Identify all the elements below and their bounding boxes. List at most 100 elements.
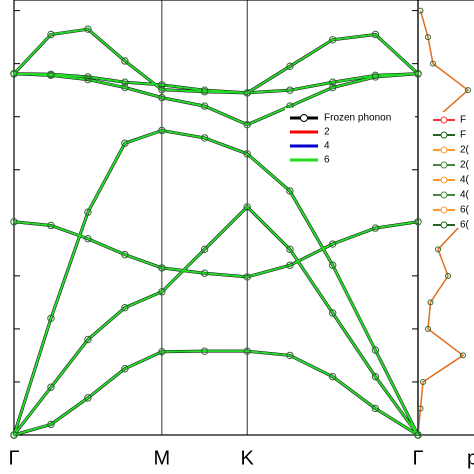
branch-marker bbox=[47, 30, 55, 39]
branch-marker bbox=[84, 335, 92, 344]
branch-line bbox=[12, 204, 420, 436]
branch-line bbox=[13, 205, 419, 436]
dos-legend-label: 4( bbox=[460, 175, 470, 186]
branch-line bbox=[13, 350, 419, 436]
branch-marker bbox=[286, 62, 294, 71]
branch-marker bbox=[200, 134, 209, 142]
dos-marker bbox=[465, 87, 471, 94]
branch-marker bbox=[371, 71, 380, 80]
branch-marker bbox=[158, 126, 166, 135]
branch-marker bbox=[200, 102, 209, 110]
branch-marker bbox=[84, 73, 92, 81]
branch-marker bbox=[286, 261, 294, 269]
branch-marker bbox=[328, 372, 337, 381]
branch-marker bbox=[243, 89, 251, 97]
branch-marker bbox=[121, 57, 129, 65]
dos-legend bbox=[430, 112, 474, 228]
branch-marker bbox=[121, 83, 129, 92]
branch-marker bbox=[47, 383, 55, 391]
dos-marker bbox=[420, 378, 426, 385]
x-tick-label: K bbox=[241, 447, 255, 469]
branch-marker bbox=[158, 81, 166, 89]
plot-frame bbox=[13, 0, 419, 436]
dos-x-label: p bbox=[467, 447, 474, 469]
dos-marker bbox=[419, 405, 424, 412]
dos-legend-marker bbox=[440, 131, 448, 139]
branch-marker bbox=[158, 288, 166, 296]
branch-marker bbox=[243, 203, 251, 211]
branch-marker bbox=[47, 420, 55, 429]
branch-marker bbox=[84, 208, 92, 216]
branch-marker bbox=[158, 264, 166, 272]
branch-marker bbox=[286, 86, 294, 94]
dos-legend-marker bbox=[440, 116, 448, 124]
dos-legend-marker bbox=[440, 161, 448, 169]
dos-legend-marker bbox=[440, 176, 448, 184]
dos-marker bbox=[435, 246, 441, 253]
dos-marker bbox=[419, 432, 421, 438]
legend-label: Frozen phonon bbox=[324, 113, 391, 124]
branch-marker bbox=[121, 139, 129, 147]
dos-legend-marker bbox=[440, 191, 448, 199]
branch-marker bbox=[286, 351, 294, 360]
branch-marker bbox=[328, 36, 337, 44]
branch-marker bbox=[84, 75, 92, 84]
branch-marker bbox=[158, 93, 166, 102]
dos-legend-marker bbox=[440, 221, 448, 229]
dos-marker bbox=[460, 352, 466, 359]
branch-marker bbox=[371, 346, 380, 354]
branch-marker bbox=[47, 314, 55, 322]
branch-marker bbox=[328, 83, 337, 92]
dos-marker bbox=[425, 325, 431, 332]
branch-line bbox=[13, 72, 419, 94]
branch-marker bbox=[328, 78, 337, 86]
dos-legend-label: 2( bbox=[460, 160, 470, 171]
branch-line bbox=[13, 205, 419, 436]
branch-marker bbox=[328, 309, 337, 317]
branch-marker bbox=[84, 25, 92, 33]
branch-line bbox=[13, 129, 419, 436]
branch-line bbox=[13, 129, 419, 436]
branch-marker bbox=[10, 70, 18, 78]
dos-marker bbox=[445, 272, 451, 279]
dos-panel: FF 2(2(4(4(6(6(p bbox=[419, 7, 474, 469]
branch-marker bbox=[47, 70, 55, 78]
branch-line bbox=[13, 350, 419, 436]
dos-legend-label: F bbox=[460, 130, 466, 141]
branch-line bbox=[12, 27, 420, 95]
branch-marker bbox=[243, 150, 251, 158]
branch-marker bbox=[10, 218, 18, 226]
dos-legend-label: 4( bbox=[460, 190, 470, 201]
branch-marker bbox=[121, 78, 129, 86]
branch-marker bbox=[414, 431, 422, 439]
dos-legend-marker bbox=[440, 146, 448, 154]
branch-line bbox=[13, 72, 419, 126]
branch-marker bbox=[200, 269, 209, 277]
branch-marker bbox=[286, 187, 294, 195]
branch-marker bbox=[200, 347, 209, 355]
branch-line bbox=[13, 205, 419, 436]
branch-marker bbox=[243, 347, 251, 355]
branch-marker bbox=[84, 394, 92, 402]
legend-label: 4 bbox=[324, 141, 330, 152]
branch-marker bbox=[371, 30, 380, 39]
x-tick-label: Γ bbox=[8, 447, 19, 469]
branch-marker bbox=[200, 86, 209, 94]
dos-legend-label: 2( bbox=[460, 145, 470, 156]
branch-marker bbox=[84, 235, 92, 243]
branch-marker bbox=[158, 85, 166, 94]
x-tick-label: M bbox=[154, 447, 171, 469]
legend-marker bbox=[300, 114, 308, 122]
dos-legend-label: F bbox=[460, 115, 466, 126]
legend-label: 6 bbox=[324, 155, 330, 166]
branch-line bbox=[13, 28, 419, 94]
dos-legend-label: 6( bbox=[460, 205, 470, 216]
branch-marker bbox=[200, 245, 209, 254]
branch-line bbox=[13, 349, 419, 437]
branch-marker bbox=[286, 245, 294, 254]
dos-marker bbox=[430, 60, 436, 67]
x-tick-label: Γ bbox=[412, 447, 423, 469]
branch-marker bbox=[414, 218, 422, 226]
dos-marker bbox=[425, 34, 431, 41]
